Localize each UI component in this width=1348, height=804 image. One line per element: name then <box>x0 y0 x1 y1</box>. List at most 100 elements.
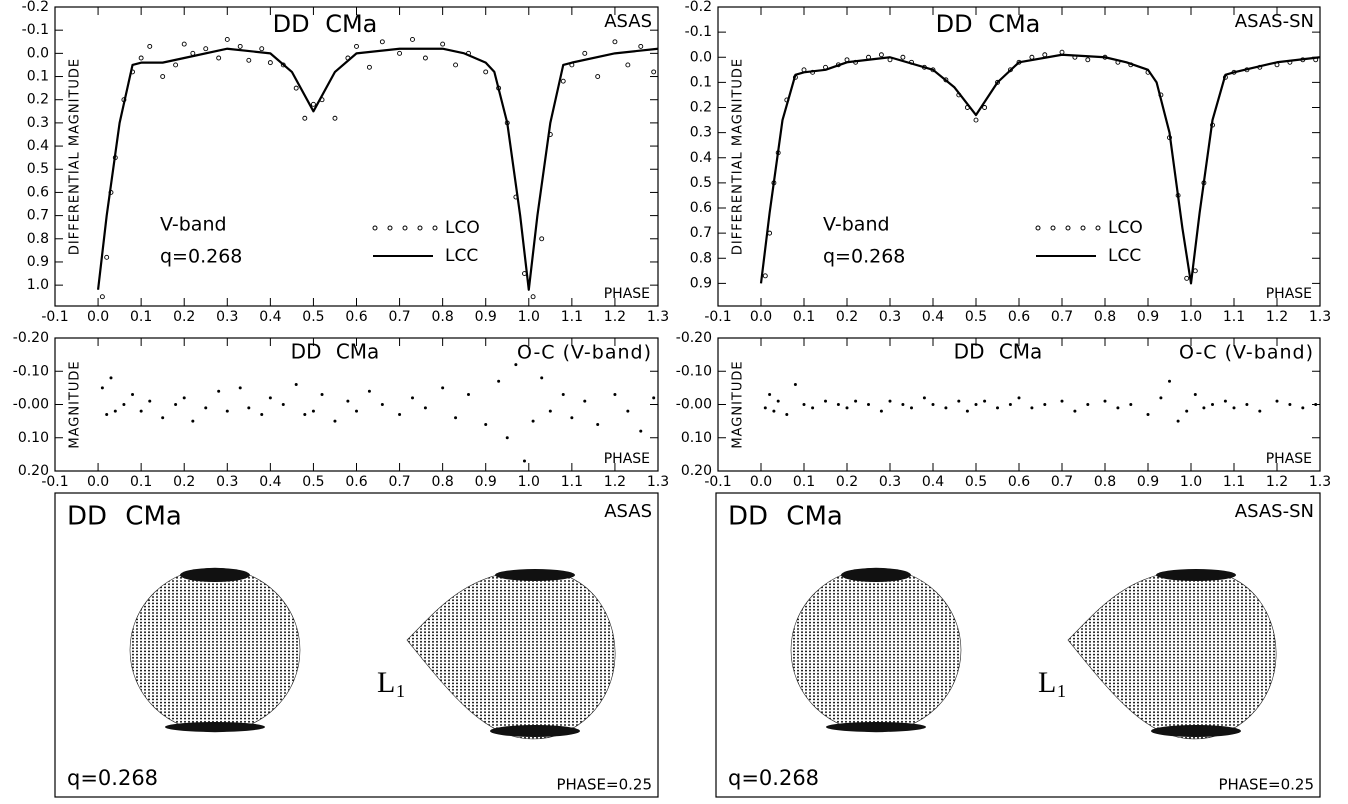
y-tick-label: 0.9 <box>690 275 712 291</box>
residual-point <box>355 409 358 413</box>
x-tick-label: 0.0 <box>87 309 109 325</box>
residual-point <box>466 393 470 397</box>
residual-point <box>1223 399 1227 403</box>
dataset-label: ASAS <box>604 11 652 32</box>
residual-point <box>570 416 574 420</box>
chart-subtitle: O-C (V-band) <box>1179 342 1314 364</box>
residual-point <box>105 412 109 416</box>
x-tick-label: 0.9 <box>1137 474 1159 490</box>
residual-point <box>423 406 427 410</box>
data-point <box>203 46 209 52</box>
residual-point <box>497 379 501 383</box>
residual-point <box>763 406 767 410</box>
x-tick-label: 1.1 <box>561 474 583 490</box>
residual-point <box>148 399 152 403</box>
residual-point <box>380 403 384 406</box>
chart-subtitle: O-C (V-band) <box>517 342 652 364</box>
legend-marker <box>402 225 408 231</box>
x-tick-label: -0.1 <box>704 474 731 490</box>
residual-point <box>174 403 178 406</box>
data-point <box>1042 52 1048 58</box>
q-label: q=0.268 <box>728 766 819 790</box>
y-axis-label: DIFFERENTIAL MAGNITUDE <box>731 58 746 255</box>
residual-point <box>931 403 935 406</box>
y-tick-label: 0.4 <box>27 138 49 154</box>
y-tick-label: 0.20 <box>681 463 712 479</box>
data-point <box>410 36 415 42</box>
residual-point <box>1030 406 1034 410</box>
x-tick-label: 0.2 <box>836 309 858 325</box>
residual-point <box>596 422 600 426</box>
residual-point <box>1301 406 1305 410</box>
y-tick-label: 0.5 <box>27 161 49 177</box>
data-point <box>900 54 906 60</box>
residual-point <box>785 412 789 416</box>
x-tick-label: 0.7 <box>388 474 410 490</box>
lagrange-subscript: 1 <box>1057 681 1066 701</box>
x-tick-label: 0.5 <box>965 474 987 490</box>
plot-frame <box>717 6 1321 307</box>
x-axis-label: PHASE <box>604 451 650 467</box>
y-axis-label: DIFFERENTIAL MAGNITUDE <box>68 58 83 255</box>
band-label: V-band <box>160 214 227 236</box>
residual-point <box>398 412 402 416</box>
x-tick-label: 1.3 <box>1309 474 1331 490</box>
pole-band <box>826 722 926 732</box>
data-point <box>1059 49 1065 55</box>
residual-point <box>100 386 104 390</box>
residual-point <box>974 403 978 406</box>
residual-point <box>1086 403 1090 406</box>
residual-point <box>522 459 526 463</box>
residual-point <box>1017 396 1021 400</box>
residual-point <box>1258 409 1262 413</box>
data-point <box>539 236 545 242</box>
residual-point <box>854 399 858 403</box>
y-tick-label: -0.2 <box>685 0 712 15</box>
x-tick-label: 0.3 <box>879 309 901 325</box>
pole-band <box>1151 725 1241 737</box>
y-tick-label: 0.0 <box>690 49 712 65</box>
residual-point <box>768 393 772 397</box>
data-point <box>1085 57 1091 63</box>
legend-marker <box>1050 225 1056 231</box>
x-tick-label: 0.2 <box>173 474 195 490</box>
pole-band <box>841 568 911 582</box>
residual-point <box>652 396 656 400</box>
y-tick-label: 0.5 <box>690 175 712 191</box>
legend-marker <box>1095 225 1101 231</box>
x-tick-label: 0.3 <box>216 474 238 490</box>
y-tick-label: 0.10 <box>18 430 49 446</box>
residual-point <box>294 383 298 387</box>
data-point <box>440 41 446 47</box>
residual-point <box>922 396 926 400</box>
residual-point <box>367 389 371 393</box>
legend-marker <box>1080 225 1086 231</box>
chart-title: DD CMa <box>954 340 1043 364</box>
residual-point <box>311 409 315 413</box>
y-tick-label: 0.2 <box>27 92 49 108</box>
residual-point <box>1043 403 1047 406</box>
residual-point <box>540 376 544 380</box>
y-tick-label: -0.20 <box>676 330 712 346</box>
y-tick-label: 0.0 <box>27 45 49 61</box>
y-tick-label: 0.1 <box>27 69 49 85</box>
residual-point <box>217 389 221 393</box>
legend-label: LCC <box>445 246 478 266</box>
y-tick-label: 0.9 <box>27 254 49 270</box>
data-point <box>530 294 536 300</box>
primary-star <box>129 567 301 733</box>
x-tick-label: 1.3 <box>647 474 669 490</box>
residual-point <box>879 409 883 413</box>
data-point <box>216 55 222 61</box>
residual-point <box>320 393 324 397</box>
residual-point <box>1245 403 1249 406</box>
dataset-label: ASAS <box>604 501 652 522</box>
residual-point <box>113 409 117 413</box>
lagrange-subscript: 1 <box>396 681 405 701</box>
y-tick-label: 0.6 <box>690 200 712 216</box>
legend-marker <box>417 225 423 231</box>
pole-band <box>495 569 575 581</box>
residual-point <box>944 406 948 410</box>
data-point <box>638 43 644 49</box>
